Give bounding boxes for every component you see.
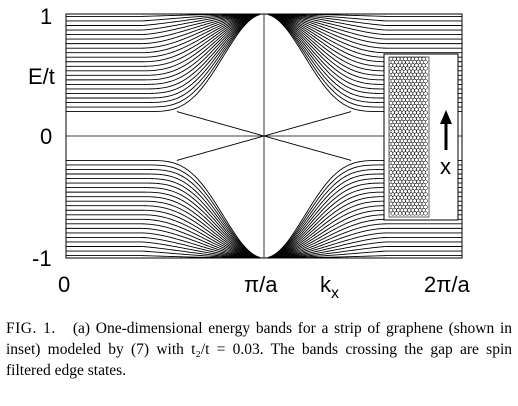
x-axis-label-sub: x bbox=[331, 285, 339, 300]
inset-x-label: x bbox=[440, 154, 451, 179]
x-tick-label-pi: π/a bbox=[244, 272, 278, 297]
inset-arrow-head bbox=[440, 110, 452, 124]
figure-caption: FIG. 1. (a) One-dimensional energy bands… bbox=[6, 318, 512, 381]
y-tick-label-minus-1: -1 bbox=[32, 246, 52, 271]
honeycomb-lattice bbox=[388, 56, 428, 216]
y-axis-label: E/t bbox=[28, 64, 55, 89]
caption-text: (a) One-dimensional energy bands for a s… bbox=[6, 320, 512, 379]
x-tick-label-2pi: 2π/a bbox=[424, 272, 471, 297]
band-structure-figure: 1 0 -1 E/t 0 π/a 2π/a kx x bbox=[28, 4, 471, 300]
x-tick-label-0: 0 bbox=[58, 272, 70, 297]
y-tick-label-1: 1 bbox=[40, 4, 52, 29]
y-tick-label-0: 0 bbox=[40, 124, 52, 149]
x-axis-label-main: k bbox=[320, 272, 332, 297]
hexagon-cells bbox=[388, 56, 428, 216]
graphene-strip-inset: x bbox=[383, 53, 459, 221]
figure-label: FIG. 1. bbox=[6, 320, 56, 337]
x-axis-label: kx bbox=[320, 272, 339, 300]
band-structure-plot: 1 0 -1 E/t 0 π/a 2π/a kx x bbox=[28, 4, 471, 300]
